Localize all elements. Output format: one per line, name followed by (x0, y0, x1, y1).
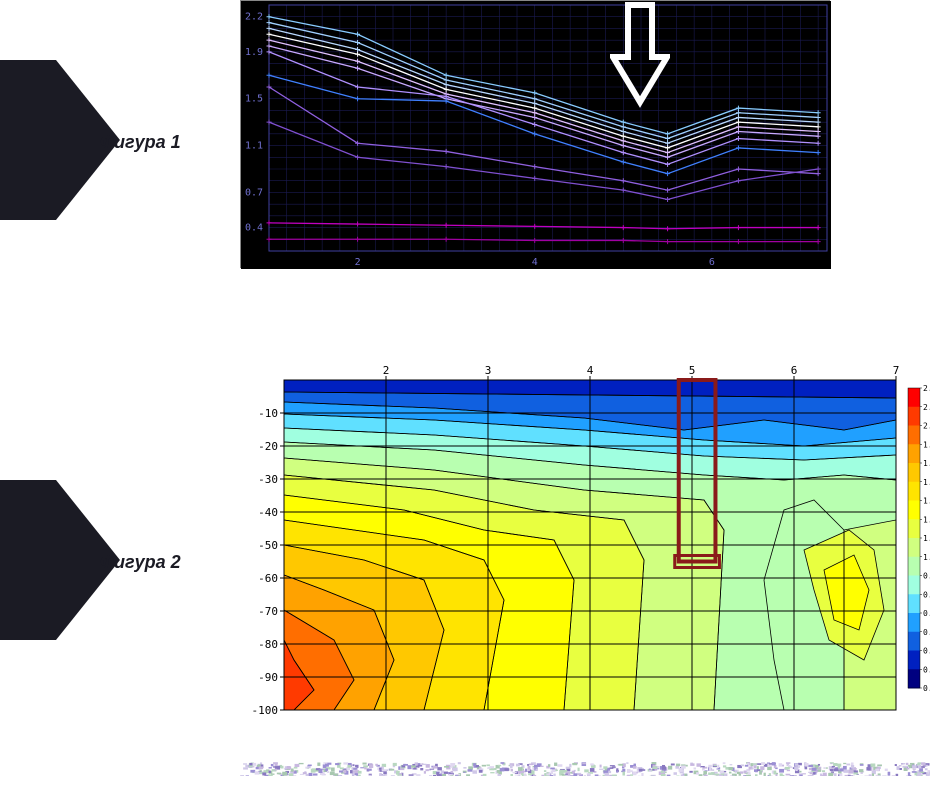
svg-text:1.5: 1.5 (245, 94, 263, 105)
figure-label-2: Фигура 2 (0, 480, 180, 680)
figure-1-text: Фигура 1 (100, 132, 181, 153)
svg-text:0.54: 0.54 (923, 628, 930, 637)
svg-text:1.61: 1.61 (923, 478, 930, 487)
svg-text:0.00: 0.00 (923, 684, 930, 693)
white-down-arrow-icon (610, 2, 670, 112)
svg-text:0.4: 0.4 (245, 223, 263, 234)
svg-text:-60: -60 (258, 572, 278, 585)
svg-text:0.13: 0.13 (923, 665, 930, 674)
svg-text:1.9: 1.9 (245, 47, 263, 58)
svg-text:1.07: 1.07 (923, 553, 930, 562)
svg-text:6: 6 (791, 364, 798, 377)
svg-text:1.1: 1.1 (245, 141, 263, 152)
svg-text:-50: -50 (258, 539, 278, 552)
svg-text:1.21: 1.21 (923, 534, 930, 543)
svg-text:4: 4 (587, 364, 594, 377)
svg-text:-40: -40 (258, 506, 278, 519)
svg-text:2.28: 2.28 (923, 384, 930, 393)
figure-1-chart: 0.4 0.7 1.1 1.5 1.9 2.2 2 4 6 (240, 0, 830, 268)
svg-text:0.67: 0.67 (923, 609, 930, 618)
svg-text:-90: -90 (258, 671, 278, 684)
svg-text:4: 4 (532, 257, 538, 268)
svg-text:1.74: 1.74 (923, 459, 930, 468)
svg-text:6: 6 (709, 257, 715, 268)
svg-text:5: 5 (689, 364, 696, 377)
figure-2-chart: 2 3 4 5 6 7 -10 -20 -30 -40 -50 -60 -70 -80 -90 -100 2.2… (240, 358, 930, 726)
svg-text:-100: -100 (252, 704, 279, 717)
svg-text:3: 3 (485, 364, 492, 377)
svg-text:0.81: 0.81 (923, 590, 930, 599)
svg-text:1.88: 1.88 (923, 440, 930, 449)
svg-text:2.2: 2.2 (245, 12, 263, 23)
svg-text:-80: -80 (258, 638, 278, 651)
svg-text:-10: -10 (258, 407, 278, 420)
svg-text:2.15: 2.15 (923, 403, 930, 412)
svg-text:2: 2 (355, 257, 361, 268)
svg-text:0.40: 0.40 (923, 647, 930, 656)
svg-text:-30: -30 (258, 473, 278, 486)
noise-strip (240, 762, 930, 776)
svg-text:2: 2 (383, 364, 390, 377)
svg-text:1.48: 1.48 (923, 497, 930, 506)
svg-text:0.7: 0.7 (245, 187, 263, 198)
svg-text:7: 7 (893, 364, 900, 377)
figure-label-1: Фигура 1 (0, 60, 180, 260)
svg-text:2.01: 2.01 (923, 422, 930, 431)
svg-text:-70: -70 (258, 605, 278, 618)
figure-2-text: Фигура 2 (100, 552, 181, 573)
svg-text:1.34: 1.34 (923, 515, 930, 524)
svg-text:0.94: 0.94 (923, 572, 930, 581)
svg-text:-20: -20 (258, 440, 278, 453)
